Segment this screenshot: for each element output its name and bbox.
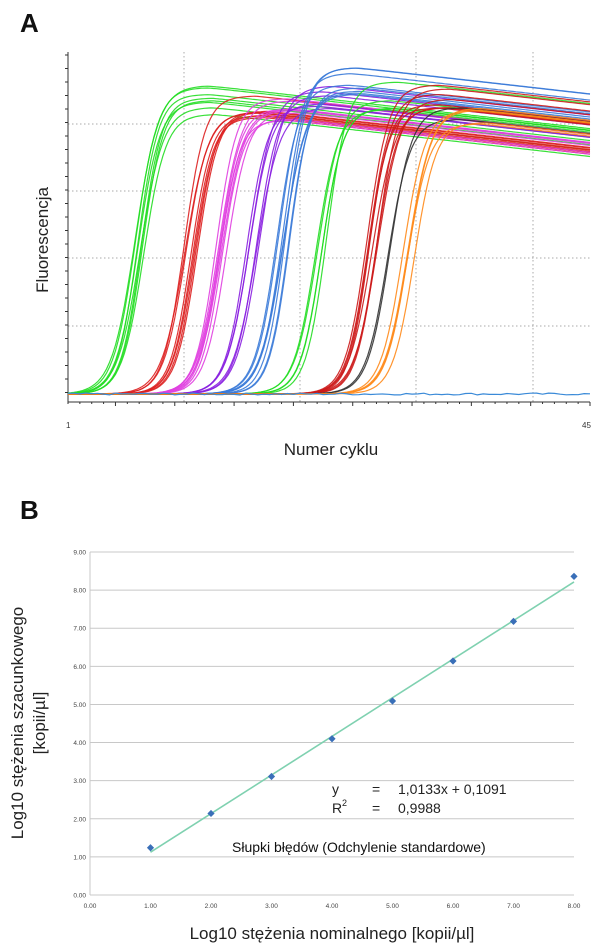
data-point <box>449 657 457 665</box>
a-y-axis-label: Fluorescencja <box>33 187 52 293</box>
amplification-curve <box>68 108 591 395</box>
amplification-curve <box>68 110 591 395</box>
b-y-tick-label: 6.00 <box>73 664 86 671</box>
amplification-chart: 1 45 Numer cyklu Fluorescencja <box>33 52 591 459</box>
amplification-curve <box>68 108 591 395</box>
amplification-curve <box>67 97 591 395</box>
negative-control-curve <box>67 392 591 396</box>
b-x-tick-label: 3.00 <box>265 903 278 910</box>
data-point <box>267 772 276 781</box>
b-y-tick-label: 8.00 <box>73 588 86 595</box>
r-squared-symbol: R <box>332 800 342 816</box>
amplification-curve <box>67 101 591 395</box>
a-gridlines <box>68 52 590 402</box>
b-y-tick-label: 3.00 <box>73 778 86 785</box>
amplification-curve <box>68 109 591 395</box>
panel-b-label: B <box>20 495 39 525</box>
amplification-curve <box>68 107 591 395</box>
b-gridlines <box>90 551 574 858</box>
amplification-curve <box>68 112 591 395</box>
amplification-curve <box>68 115 591 395</box>
amplification-curve <box>67 85 591 394</box>
b-x-tick-label: 7.00 <box>507 903 520 910</box>
a-x-axis-label: Numer cyklu <box>284 440 378 459</box>
b-x-tick-label: 6.00 <box>447 903 460 910</box>
amplification-curve <box>68 108 591 395</box>
data-point <box>570 572 578 580</box>
b-y-tick-label: 2.00 <box>73 816 86 823</box>
b-x-tick-label: 2.00 <box>205 903 218 910</box>
amplification-curve <box>68 107 591 395</box>
amplification-curve <box>68 117 591 395</box>
a-x-tick-label: 45 <box>582 421 591 430</box>
b-y-tick-label: 7.00 <box>73 626 86 633</box>
b-x-ticks: 0.00 1.00 2.00 3.00 4.00 5.00 6.00 7.00 8.00 <box>84 903 581 910</box>
amplification-curve <box>68 107 591 395</box>
amplification-curve <box>68 107 591 395</box>
b-x-tick-label: 4.00 <box>326 903 339 910</box>
equation-value: 1,0133x + 0,1091 <box>398 781 507 797</box>
amplification-curve <box>68 118 591 395</box>
amplification-curve <box>68 107 591 395</box>
amplification-curve <box>68 109 591 395</box>
amplification-curve <box>68 112 591 395</box>
r-squared-value: 0,9988 <box>398 800 441 816</box>
trendline <box>150 581 575 853</box>
b-x-axis-label: Log10 stężenia nominalnego [kopii/µl] <box>190 924 475 943</box>
amplification-curve <box>68 118 591 395</box>
panel-a-label: A <box>20 8 39 38</box>
b-y-axis-label-line2: [kopii/µl] <box>30 692 49 755</box>
amplification-curve <box>68 111 591 395</box>
amplification-curve <box>68 67 591 395</box>
amplification-curve <box>68 105 591 395</box>
standard-curve-chart: 0.00 1.00 2.00 3.00 4.00 5.00 6.00 7.00 8.00 9.00… <box>8 550 581 944</box>
amplification-curve <box>68 104 591 395</box>
b-axes <box>89 552 574 896</box>
amplification-curve <box>68 112 591 395</box>
data-point <box>146 844 155 852</box>
b-x-tick-label: 0.00 <box>84 903 97 910</box>
amplification-curve <box>68 109 591 395</box>
data-point <box>207 809 215 818</box>
amplification-curve <box>68 123 591 395</box>
r-squared-superscript: 2 <box>342 798 347 808</box>
equation-equals: = <box>372 781 380 797</box>
b-x-tick-label: 1.00 <box>144 903 157 910</box>
data-point <box>328 735 336 743</box>
a-x-tick-label: 1 <box>66 421 71 430</box>
amplification-curve <box>68 110 591 395</box>
amplification-curve <box>68 114 591 395</box>
amplification-curve <box>68 108 591 395</box>
b-x-tick-label: 5.00 <box>386 903 399 910</box>
amplification-curve <box>68 67 591 395</box>
r-squared-equals: = <box>372 800 380 816</box>
b-points <box>146 572 578 852</box>
b-x-tick-label: 8.00 <box>568 903 581 910</box>
a-curves <box>67 67 591 396</box>
b-y-tick-label: 5.00 <box>73 702 86 709</box>
b-y-tick-label: 9.00 <box>73 550 86 557</box>
error-bars-annotation: Słupki błędów (Odchylenie standardowe) <box>232 839 486 855</box>
amplification-curve <box>67 114 591 395</box>
b-y-ticks: 0.00 1.00 2.00 3.00 4.00 5.00 6.00 7.00 8.00 9.00 <box>73 550 86 900</box>
a-axes <box>65 52 591 406</box>
amplification-curve <box>68 107 591 395</box>
b-y-tick-label: 0.00 <box>73 893 86 900</box>
equation-y-symbol: y <box>332 781 339 797</box>
amplification-curve <box>68 120 591 395</box>
b-y-axis-label-line1: Log10 stężenia szacunkowego <box>8 607 27 840</box>
b-y-tick-label: 4.00 <box>73 740 86 747</box>
amplification-curve <box>67 107 591 395</box>
b-y-tick-label: 1.00 <box>73 854 86 861</box>
